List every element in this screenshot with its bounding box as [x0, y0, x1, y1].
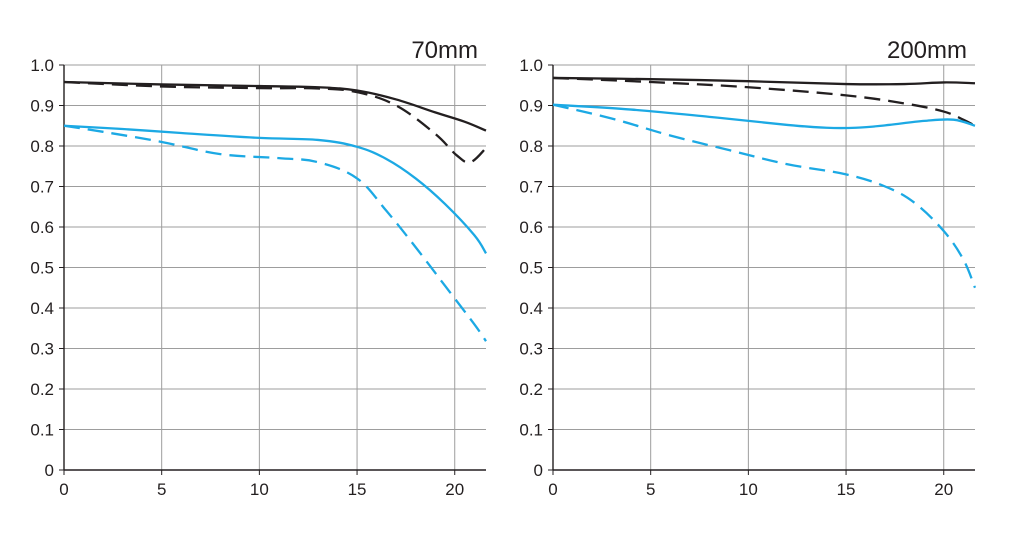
y-tick-label: 0.3: [519, 340, 543, 359]
y-tick-label: 0.4: [30, 299, 54, 318]
y-tick-label: 0: [534, 461, 543, 480]
y-tick-label: 0.8: [30, 137, 54, 156]
series-line-solid-1: [553, 76, 976, 86]
series-line-dashed-4: [553, 103, 977, 289]
chart-panel-2: 0 0.1 0.2 0.3 0.4 0.5 0.6 0.7 0.8 0.9 1.0 0 5 10 15 20 2…: [519, 37, 977, 499]
y-tick-label: 0.9: [519, 97, 543, 116]
series-line-dashed-2: [553, 76, 976, 127]
y-tick-label: 0.7: [30, 178, 54, 197]
series-line-solid-1: [64, 80, 487, 132]
y-tick-label: 0.6: [30, 218, 54, 237]
series-line-dashed-4: [64, 124, 487, 342]
y-tick-label: 0.6: [519, 218, 543, 237]
y-tick-label: 1.0: [519, 56, 543, 75]
y-tick-label: 0.7: [519, 178, 543, 197]
y-tick-label: 0: [45, 461, 54, 480]
series-line-solid-3: [64, 124, 487, 254]
y-tick-label: 0.2: [519, 380, 543, 399]
chart-title: 70mm: [411, 37, 478, 64]
y-tick-label: 0.4: [519, 299, 543, 318]
series-line-solid-3: [553, 103, 976, 130]
chart-panel-1: 0 0.1 0.2 0.3 0.4 0.5 0.6 0.7 0.8 0.9 1.0 0 5 10 15 20 7…: [30, 37, 487, 499]
x-tick-label: 0: [548, 480, 557, 499]
x-tick-label: 10: [250, 480, 269, 499]
x-tick-label: 20: [934, 480, 953, 499]
y-tick-label: 1.0: [30, 56, 54, 75]
y-tick-label: 0.2: [30, 380, 54, 399]
y-tick-label: 0.1: [519, 421, 543, 440]
chart-title: 200mm: [887, 37, 967, 64]
x-tick-label: 5: [646, 480, 655, 499]
x-tick-label: 5: [157, 480, 166, 499]
y-tick-label: 0.5: [519, 259, 543, 278]
x-tick-label: 20: [445, 480, 464, 499]
y-tick-label: 0.3: [30, 340, 54, 359]
y-tick-label: 0.1: [30, 421, 54, 440]
x-tick-label: 15: [837, 480, 856, 499]
y-tick-label: 0.8: [519, 137, 543, 156]
x-tick-label: 0: [59, 480, 68, 499]
x-tick-label: 15: [348, 480, 367, 499]
y-tick-label: 0.5: [30, 259, 54, 278]
x-tick-label: 10: [739, 480, 758, 499]
y-tick-label: 0.9: [30, 97, 54, 116]
series-line-dashed-2: [64, 80, 487, 164]
